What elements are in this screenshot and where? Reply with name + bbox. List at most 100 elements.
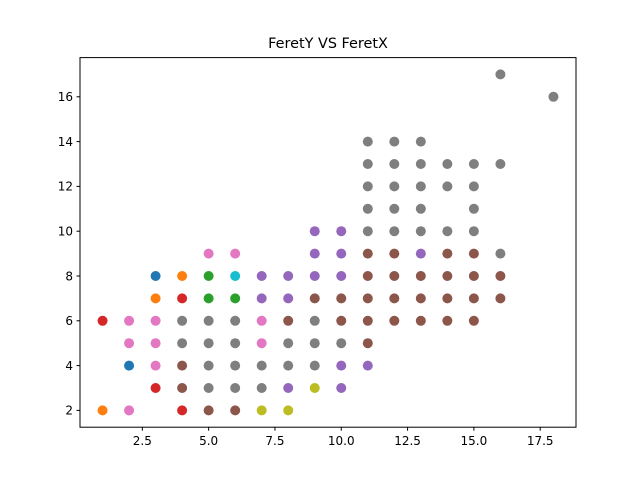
data-point — [389, 136, 400, 147]
data-point — [177, 405, 188, 416]
data-point — [362, 360, 373, 371]
data-point — [415, 181, 426, 192]
data-point — [336, 293, 347, 304]
data-point — [256, 315, 267, 326]
data-point — [389, 203, 400, 214]
data-point — [150, 293, 161, 304]
data-point — [177, 315, 188, 326]
data-point — [495, 248, 506, 259]
y-axis: 2 4 6 8 10 12 14 16 — [58, 90, 80, 418]
data-point — [283, 271, 294, 281]
data-point — [256, 405, 267, 416]
data-point — [230, 293, 241, 304]
data-point — [203, 405, 214, 416]
data-point — [230, 315, 241, 326]
plot-frame — [79, 57, 577, 428]
data-point — [415, 293, 426, 304]
data-point — [362, 293, 373, 304]
data-point — [283, 360, 294, 371]
x-tick-label: 5.0 — [199, 434, 218, 448]
data-point — [442, 248, 453, 259]
data-point — [442, 293, 453, 304]
x-tick-label: 12.5 — [394, 434, 421, 448]
data-point — [309, 338, 320, 349]
data-point — [124, 338, 135, 349]
data-point — [283, 338, 294, 349]
data-point — [336, 315, 347, 326]
data-point — [230, 405, 241, 416]
data-point — [203, 360, 214, 371]
data-point — [203, 315, 214, 326]
data-point — [283, 293, 294, 304]
data-point — [203, 271, 214, 281]
data-point — [548, 91, 559, 102]
data-point — [415, 226, 426, 237]
data-point — [256, 383, 267, 393]
data-point — [283, 405, 294, 416]
data-point — [177, 271, 188, 281]
data-point — [495, 293, 506, 304]
data-point — [389, 315, 400, 326]
data-point — [362, 203, 373, 214]
data-point — [336, 338, 347, 349]
data-point — [389, 226, 400, 237]
data-point — [468, 226, 479, 237]
x-tick-label: 7.5 — [265, 434, 284, 448]
data-point — [468, 159, 479, 169]
data-point — [468, 203, 479, 214]
data-point — [336, 226, 347, 237]
y-tick-label: 16 — [58, 90, 73, 104]
data-point — [256, 338, 267, 349]
data-point — [442, 226, 453, 237]
data-point — [203, 293, 214, 304]
data-point — [309, 383, 320, 393]
data-point — [309, 248, 320, 259]
data-point — [389, 248, 400, 259]
data-point — [362, 159, 373, 169]
data-point — [415, 136, 426, 147]
y-tick-label: 14 — [58, 135, 73, 149]
data-point — [495, 69, 506, 80]
data-point — [415, 271, 426, 281]
data-point — [230, 360, 241, 371]
data-point — [309, 360, 320, 371]
y-tick-label: 2 — [65, 404, 73, 418]
data-point — [336, 271, 347, 281]
data-point — [415, 159, 426, 169]
data-point — [230, 271, 241, 281]
data-point — [362, 271, 373, 281]
data-point — [362, 338, 373, 349]
data-point — [150, 383, 161, 393]
chart-title: FeretY VS FeretX — [268, 36, 388, 52]
data-point — [124, 360, 135, 371]
data-point — [150, 315, 161, 326]
y-tick-label: 10 — [58, 225, 73, 239]
data-point — [468, 315, 479, 326]
data-point — [177, 293, 188, 304]
data-point — [177, 383, 188, 393]
y-tick-label: 6 — [65, 314, 73, 328]
data-point — [362, 181, 373, 192]
data-point — [309, 293, 320, 304]
data-point — [362, 248, 373, 259]
x-tick-label: 2.5 — [133, 434, 152, 448]
data-point — [495, 271, 506, 281]
data-point — [468, 248, 479, 259]
data-point — [389, 293, 400, 304]
data-point — [362, 226, 373, 237]
data-point — [124, 405, 135, 416]
data-point — [150, 338, 161, 349]
data-point — [468, 271, 479, 281]
data-point — [283, 383, 294, 393]
data-point — [442, 159, 453, 169]
data-point — [177, 338, 188, 349]
data-point — [150, 360, 161, 371]
data-point — [256, 293, 267, 304]
data-point — [415, 315, 426, 326]
data-point — [97, 315, 108, 326]
data-point — [309, 226, 320, 237]
data-point — [203, 338, 214, 349]
y-tick-label: 4 — [65, 359, 73, 373]
data-point — [177, 360, 188, 371]
